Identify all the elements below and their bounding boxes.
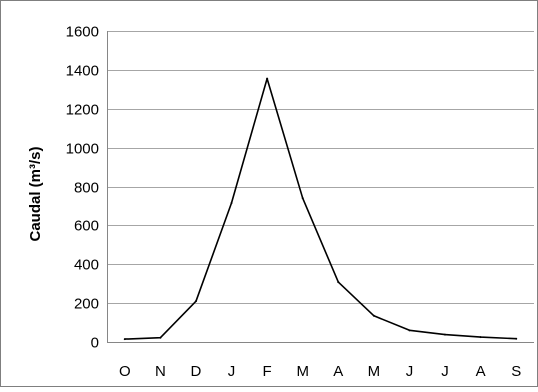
data-point [194, 300, 197, 303]
series-layer [123, 77, 518, 341]
x-tick-label: S [511, 363, 521, 380]
y-tick-label: 600 [74, 218, 99, 235]
x-tick-label: J [441, 363, 449, 380]
series-line [124, 77, 517, 340]
data-point [479, 336, 482, 339]
data-point [266, 77, 269, 80]
gridlines [107, 31, 534, 304]
x-tick-label: M [296, 363, 309, 380]
data-point [515, 337, 518, 340]
y-tick-label: 1000 [66, 141, 99, 158]
x-tick-label: D [191, 363, 202, 380]
y-axis-title: Caudal (m³/s) [27, 146, 44, 241]
y-tick-label: 800 [74, 180, 99, 197]
data-point [230, 202, 233, 205]
x-tick-label: J [406, 363, 414, 380]
data-point [372, 314, 375, 317]
data-point [337, 281, 340, 284]
data-point [408, 329, 411, 332]
data-point [123, 338, 126, 341]
x-tick-label: J [228, 363, 236, 380]
x-tick-label: O [119, 363, 131, 380]
y-tick-label: 400 [74, 257, 99, 274]
y-tick-label: 0 [91, 335, 99, 352]
y-tick-label: 1400 [66, 63, 99, 80]
y-tick-label: 1200 [66, 102, 99, 119]
axes [107, 31, 534, 343]
data-point [301, 197, 304, 200]
x-tick-label: A [476, 363, 486, 380]
y-tick-label: 200 [74, 296, 99, 313]
x-tick-label: N [155, 363, 166, 380]
data-point [444, 333, 447, 336]
data-point [159, 336, 162, 339]
y-tick-label: 1600 [66, 24, 99, 41]
x-tick-label: M [368, 363, 381, 380]
x-tick-label: F [263, 363, 272, 380]
x-tick-label: A [333, 363, 343, 380]
y-tick-labels: 0 200 400 600 800 1000 1200 1400 1600 [66, 24, 99, 352]
